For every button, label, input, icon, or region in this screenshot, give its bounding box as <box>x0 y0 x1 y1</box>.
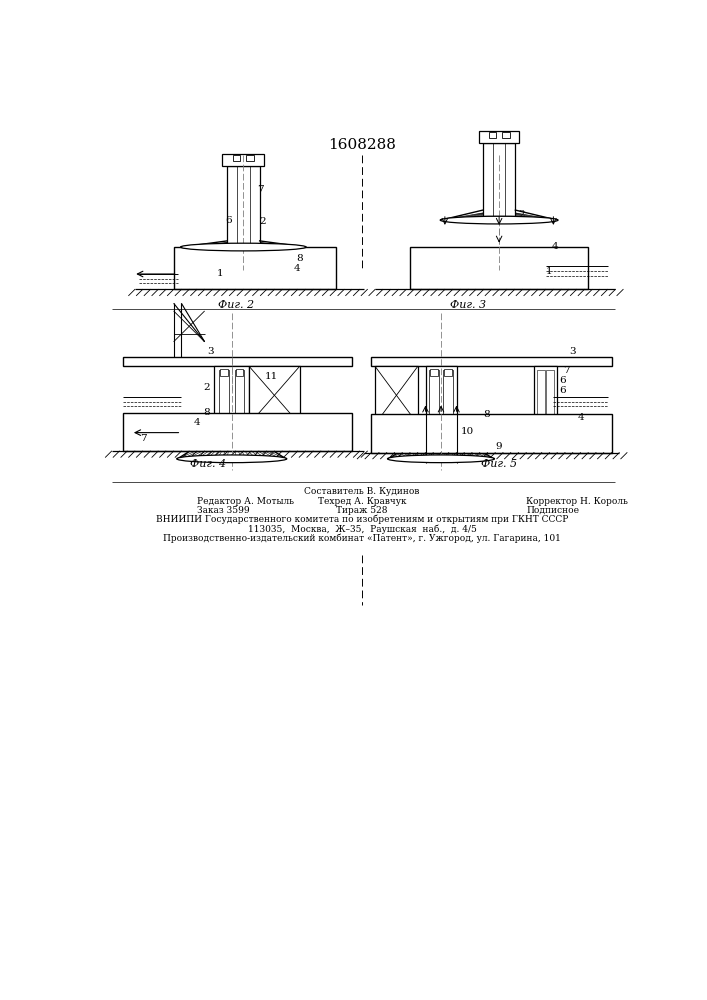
Text: 11: 11 <box>265 372 279 381</box>
Text: 6: 6 <box>559 386 566 395</box>
Text: 8: 8 <box>484 410 490 419</box>
Bar <box>479 131 519 143</box>
Text: 10: 10 <box>460 427 474 436</box>
Text: 8: 8 <box>296 254 303 263</box>
Text: 4: 4 <box>194 418 200 427</box>
Text: 3: 3 <box>207 347 214 356</box>
Ellipse shape <box>180 243 306 251</box>
Text: 4: 4 <box>293 264 300 273</box>
Bar <box>443 370 452 432</box>
Bar <box>410 247 588 289</box>
Text: 6: 6 <box>559 376 566 385</box>
Text: 2: 2 <box>518 210 525 219</box>
Bar <box>247 155 255 161</box>
Text: Составитель В. Кудинов: Составитель В. Кудинов <box>304 487 420 496</box>
Text: Корректор Н. Король: Корректор Н. Король <box>526 497 628 506</box>
Text: 1: 1 <box>546 267 552 276</box>
Bar <box>235 370 244 432</box>
Bar <box>375 366 418 424</box>
Text: Фиг. 3: Фиг. 3 <box>450 300 486 310</box>
Text: Производственно-издательский комбинат «Патент», г. Ужгород, ул. Гагарина, 101: Производственно-издательский комбинат «П… <box>163 533 561 543</box>
Text: 9: 9 <box>495 442 502 451</box>
Bar <box>174 247 337 289</box>
Bar <box>249 366 300 424</box>
Text: Техред А. Кравчук: Техред А. Кравчук <box>317 497 407 506</box>
Text: 113035,  Москва,  Ж–35,  Раушская  наб.,  д. 4/5: 113035, Москва, Ж–35, Раушская наб., д. … <box>247 524 477 534</box>
Bar <box>502 132 510 138</box>
Bar <box>233 155 240 161</box>
Text: Редактор А. Мотыль: Редактор А. Мотыль <box>197 497 294 506</box>
Ellipse shape <box>387 455 494 463</box>
Text: 7: 7 <box>140 434 147 443</box>
Text: 2: 2 <box>259 217 266 226</box>
Bar <box>371 357 612 366</box>
Text: 7: 7 <box>563 366 570 375</box>
Bar <box>219 370 228 432</box>
Bar <box>430 369 438 376</box>
Bar <box>444 369 452 376</box>
Text: 1: 1 <box>217 269 223 278</box>
Bar <box>429 370 438 432</box>
Text: 6: 6 <box>226 216 232 225</box>
Bar <box>123 413 352 451</box>
Text: 1608288: 1608288 <box>328 138 396 152</box>
Bar <box>426 366 457 436</box>
Bar <box>123 357 352 366</box>
Text: 4: 4 <box>578 413 585 422</box>
Bar <box>534 366 557 436</box>
Bar <box>235 369 243 376</box>
Text: Заказ 3599: Заказ 3599 <box>197 506 250 515</box>
Bar <box>547 370 554 432</box>
Text: 3: 3 <box>569 347 575 356</box>
Bar <box>537 370 545 432</box>
Bar <box>371 414 612 453</box>
Bar <box>214 366 249 436</box>
Text: Фиг. 2: Фиг. 2 <box>218 300 254 310</box>
Text: Фиг. 5: Фиг. 5 <box>481 459 518 469</box>
Ellipse shape <box>440 216 558 224</box>
Text: 7: 7 <box>257 185 264 194</box>
Bar <box>227 166 259 247</box>
Text: 4: 4 <box>552 242 559 251</box>
Bar <box>223 154 264 166</box>
Text: 2: 2 <box>203 383 210 392</box>
Text: ВНИИПИ Государственного комитета по изобретениям и открытиям при ГКНТ СССР: ВНИИПИ Государственного комитета по изоб… <box>156 515 568 524</box>
Bar <box>489 132 496 138</box>
Text: Тираж 528: Тираж 528 <box>337 506 387 515</box>
Text: Фиг. 4: Фиг. 4 <box>190 459 226 469</box>
Bar <box>483 143 515 216</box>
Ellipse shape <box>177 455 287 463</box>
Bar <box>220 369 228 376</box>
Text: Подписное: Подписное <box>526 506 579 515</box>
Text: 8: 8 <box>203 408 210 417</box>
